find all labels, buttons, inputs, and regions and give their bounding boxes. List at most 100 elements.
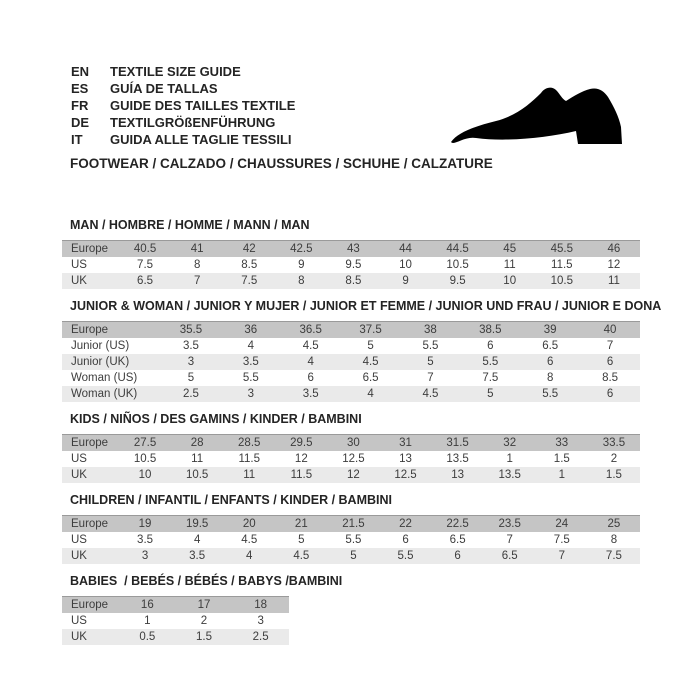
table-row-europe: Europe 27.5 28 28.5 29.5 30 31 31.5 32 33 33.5: [62, 434, 640, 451]
size-cell: 45: [483, 240, 536, 257]
size-cell: 1: [144, 615, 151, 627]
size-table-babies: Europe 16 17 18 US 1 2 3 UK 0.5 1.5 2.5: [62, 596, 289, 645]
table-row-uk: UK 10 10.5 11 11.5 12 12.5 13 13.5 1 1.5: [62, 467, 640, 483]
size-cell: 6: [580, 386, 640, 402]
size-cell: 13.5: [446, 453, 469, 465]
size-cell: 28.5: [223, 434, 276, 451]
row-label: Europe: [62, 596, 119, 613]
size-cell: 36: [220, 321, 281, 338]
size-cell: 9: [298, 259, 305, 271]
size-cell: 1.5: [553, 453, 570, 465]
size-cell: 5: [400, 354, 461, 370]
size-cell: 5: [298, 534, 305, 546]
size-cell: 5.5: [422, 340, 439, 352]
row-label: US: [71, 453, 87, 465]
size-cell: 4: [193, 534, 201, 546]
size-cell: 7.5: [482, 372, 499, 384]
size-table-children: Europe 19 19.5 20 21 21.5 22 22.5 23.5 24 25 US 3.5 4…: [62, 515, 640, 564]
section-title: KIDS / NIÑOS / DES GAMINS / KINDER / BAM…: [70, 412, 362, 426]
size-cell: 4: [280, 354, 341, 370]
size-cell: 5: [327, 548, 380, 564]
size-cell: 37.5: [340, 321, 401, 338]
size-cell: 5.5: [520, 386, 581, 402]
size-cell: 33.5: [587, 434, 640, 451]
table-row-europe: Europe 35.5 36 36.5 37.5 38 38.5 39 40: [62, 321, 640, 338]
size-cell: 32: [483, 434, 536, 451]
size-cell: 7: [171, 273, 224, 289]
size-cell: 12: [327, 467, 380, 483]
size-cell: 4.5: [275, 548, 328, 564]
size-cell: 10: [119, 467, 172, 483]
size-cell: 30: [327, 434, 380, 451]
row-label: Woman (US): [71, 372, 138, 384]
size-cell: 7.5: [223, 273, 276, 289]
size-cell: 6: [487, 340, 494, 352]
size-cell: 10.5: [535, 273, 588, 289]
size-cell: 12: [607, 259, 621, 271]
size-cell: 8: [610, 534, 618, 546]
size-cell: 3: [119, 548, 172, 564]
size-cell: 44: [379, 240, 432, 257]
language-code: EN: [71, 64, 90, 79]
row-label: Junior (US): [71, 340, 130, 352]
size-cell: 8: [193, 259, 201, 271]
size-cell: 31: [379, 434, 432, 451]
table-row-us: US 7.5 8 8.5 9 9.5 10 10.5 11 11.5 12: [62, 257, 640, 273]
size-cell: 7: [606, 340, 614, 352]
size-cell: 19: [119, 515, 172, 532]
size-cell: 11.5: [551, 259, 573, 271]
size-cell: 7: [506, 534, 513, 546]
size-cell: 11: [587, 273, 640, 289]
size-cell: 12: [294, 453, 308, 465]
size-cell: 8: [546, 372, 554, 384]
size-cell: 8.5: [241, 259, 258, 271]
row-label: Europe: [62, 240, 119, 257]
size-cell: 0.5: [119, 629, 176, 645]
language-label: GUIDE DES TAILLES TEXTILE: [110, 98, 296, 113]
size-cell: 18: [232, 596, 289, 613]
size-cell: 3.5: [171, 548, 224, 564]
size-cell: 1: [535, 467, 588, 483]
size-cell: 7.5: [587, 548, 640, 564]
table-row-uk: UK 6.5 7 7.5 8 8.5 9 9.5 10 10.5 11: [62, 273, 640, 289]
size-cell: 5.5: [345, 534, 362, 546]
size-cell: 5.5: [460, 354, 521, 370]
size-cell: 1: [506, 453, 513, 465]
size-cell: 6: [580, 354, 640, 370]
size-cell: 4.5: [400, 386, 461, 402]
language-code: DE: [71, 115, 90, 130]
language-row-en: EN TEXTILE SIZE GUIDE: [71, 63, 295, 80]
language-label: GUIDA ALLE TAGLIE TESSILI: [110, 132, 292, 147]
size-cell: 3.5: [220, 354, 281, 370]
size-section-children: CHILDREN / INFANTIL / ENFANTS / KINDER /…: [62, 493, 661, 564]
table-row-us: US 1 2 3: [62, 613, 289, 629]
size-section-babies: BABIES / BEBÉS / BÉBÉS / BABYS /BAMBINI …: [62, 574, 661, 645]
size-cell: 6.5: [119, 273, 172, 289]
size-cell: 43: [327, 240, 380, 257]
size-cell: 3.5: [137, 534, 154, 546]
size-cell: 10.5: [133, 453, 157, 465]
size-cell: 4: [247, 340, 255, 352]
row-label: Europe: [62, 515, 119, 532]
size-cell: 9.5: [431, 273, 484, 289]
size-table-kids: Europe 27.5 28 28.5 29.5 30 31 31.5 32 33 33.5 US 10…: [62, 434, 640, 483]
size-cell: 6.5: [362, 372, 379, 384]
size-cell: 6.5: [483, 548, 536, 564]
size-cell: 2: [200, 615, 208, 627]
size-section-junior-woman: JUNIOR & WOMAN / JUNIOR Y MUJER / JUNIOR…: [62, 299, 661, 402]
size-cell: 8.5: [602, 372, 619, 384]
size-cell: 6: [431, 548, 484, 564]
language-label: TEXTILGRÖßENFÜHRUNG: [110, 115, 276, 130]
size-cell: 6.5: [449, 534, 466, 546]
size-cell: 5.5: [242, 372, 259, 384]
size-cell: 19.5: [171, 515, 224, 532]
size-cell: 7: [535, 548, 588, 564]
row-label: UK: [62, 273, 119, 289]
size-cell: 36.5: [280, 321, 341, 338]
size-cell: 2.5: [161, 386, 221, 402]
size-cell: 21.5: [327, 515, 380, 532]
table-row-europe: Europe 19 19.5 20 21 21.5 22 22.5 23.5 24 25: [62, 515, 640, 532]
size-cell: 44.5: [431, 240, 484, 257]
size-cell: 20: [223, 515, 276, 532]
